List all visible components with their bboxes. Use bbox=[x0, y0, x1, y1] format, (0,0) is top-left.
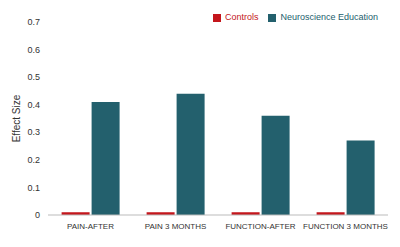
html-text:Neuroscience Education: Neuroscience Education bbox=[280, 12, 378, 22]
svg-text:0.4: 0.4 bbox=[27, 100, 40, 110]
svg-text:FUNCTION 3 MONTHS: FUNCTION 3 MONTHS bbox=[303, 222, 388, 231]
html-text:Controls: Controls bbox=[224, 12, 259, 22]
svg-text:PAIN 3 MONTHS: PAIN 3 MONTHS bbox=[145, 222, 207, 231]
svg-text:PAIN-AFTER: PAIN-AFTER bbox=[67, 222, 114, 231]
svg-text:0: 0 bbox=[35, 210, 40, 220]
svg-text:0.3: 0.3 bbox=[27, 127, 40, 137]
svg-text:0.7: 0.7 bbox=[27, 17, 40, 27]
svg-text:0.2: 0.2 bbox=[27, 155, 40, 165]
svg-text:FUNCTION-AFTER: FUNCTION-AFTER bbox=[225, 222, 295, 231]
svg-text:0.6: 0.6 bbox=[27, 45, 40, 55]
svg-text:0.1: 0.1 bbox=[27, 183, 40, 193]
svg-text:Effect Size: Effect Size bbox=[11, 94, 22, 142]
svg-text:0.5: 0.5 bbox=[27, 72, 40, 82]
